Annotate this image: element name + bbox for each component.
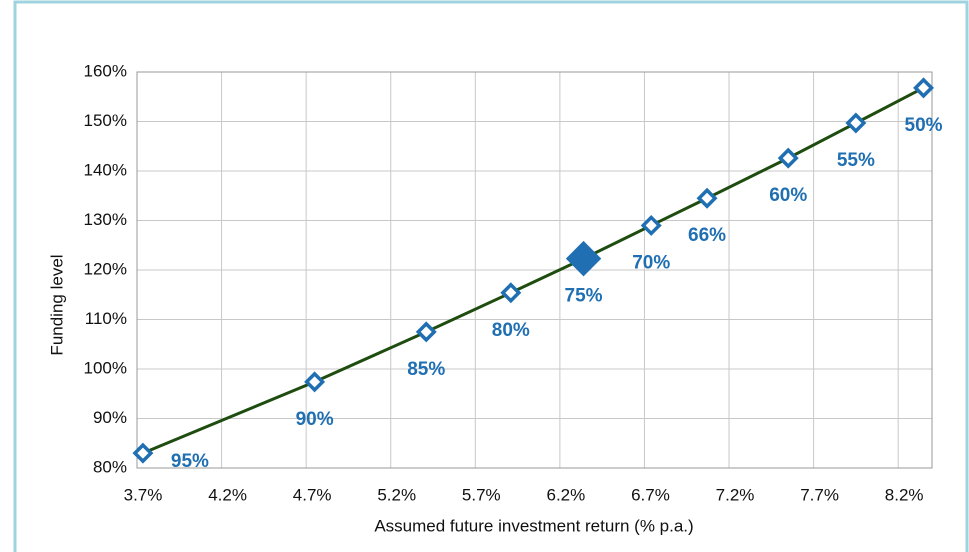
- x-tick-label: 4.7%: [293, 485, 332, 504]
- x-tick-label: 5.2%: [377, 485, 416, 504]
- point-label: 80%: [492, 320, 530, 341]
- frame: [13, 0, 969, 552]
- y-axis-title: Funding level: [47, 254, 66, 355]
- y-tick-label: 110%: [85, 309, 127, 328]
- point-label: 95%: [171, 451, 209, 472]
- data-point: [304, 371, 326, 393]
- plot-area: [136, 71, 933, 469]
- x-tick-label: 8.2%: [885, 485, 924, 504]
- point-label: 50%: [905, 115, 943, 136]
- x-tick-label: 6.2%: [546, 485, 585, 504]
- data-point: [500, 282, 522, 304]
- grid: [136, 71, 932, 469]
- point-label: 70%: [632, 252, 670, 273]
- y-tick-label: 100%: [84, 358, 127, 377]
- series-line: [142, 86, 925, 455]
- data-point: [565, 240, 602, 277]
- point-label: 75%: [565, 286, 603, 307]
- data-point: [132, 442, 154, 464]
- data-point: [913, 77, 935, 99]
- data-point: [696, 187, 718, 209]
- point-label: 60%: [769, 185, 807, 206]
- data-point: [640, 214, 662, 236]
- y-tick-label: 90%: [93, 408, 127, 427]
- data-point: [415, 321, 437, 343]
- point-label: 85%: [407, 359, 445, 380]
- y-tick-label: 130%: [84, 210, 127, 229]
- y-tick-label: 80%: [93, 457, 127, 476]
- x-tick-label: 6.7%: [631, 485, 670, 504]
- x-axis-title: Assumed future investment return (% p.a.…: [374, 516, 693, 535]
- point-label: 90%: [296, 409, 334, 430]
- y-tick-label: 140%: [84, 160, 127, 179]
- x-tick-label: 3.7%: [124, 485, 163, 504]
- x-tick-label: 5.7%: [462, 485, 501, 504]
- point-label: 55%: [837, 150, 875, 171]
- y-tick-label: 120%: [84, 259, 127, 278]
- data-point: [777, 147, 799, 169]
- data-point: [845, 112, 867, 134]
- x-tick-label: 4.2%: [208, 485, 247, 504]
- x-tick-label: 7.7%: [800, 485, 839, 504]
- y-tick-label: 160%: [84, 61, 127, 80]
- point-label: 66%: [688, 225, 726, 246]
- y-tick-label: 150%: [84, 111, 127, 130]
- x-tick-label: 7.2%: [716, 485, 755, 504]
